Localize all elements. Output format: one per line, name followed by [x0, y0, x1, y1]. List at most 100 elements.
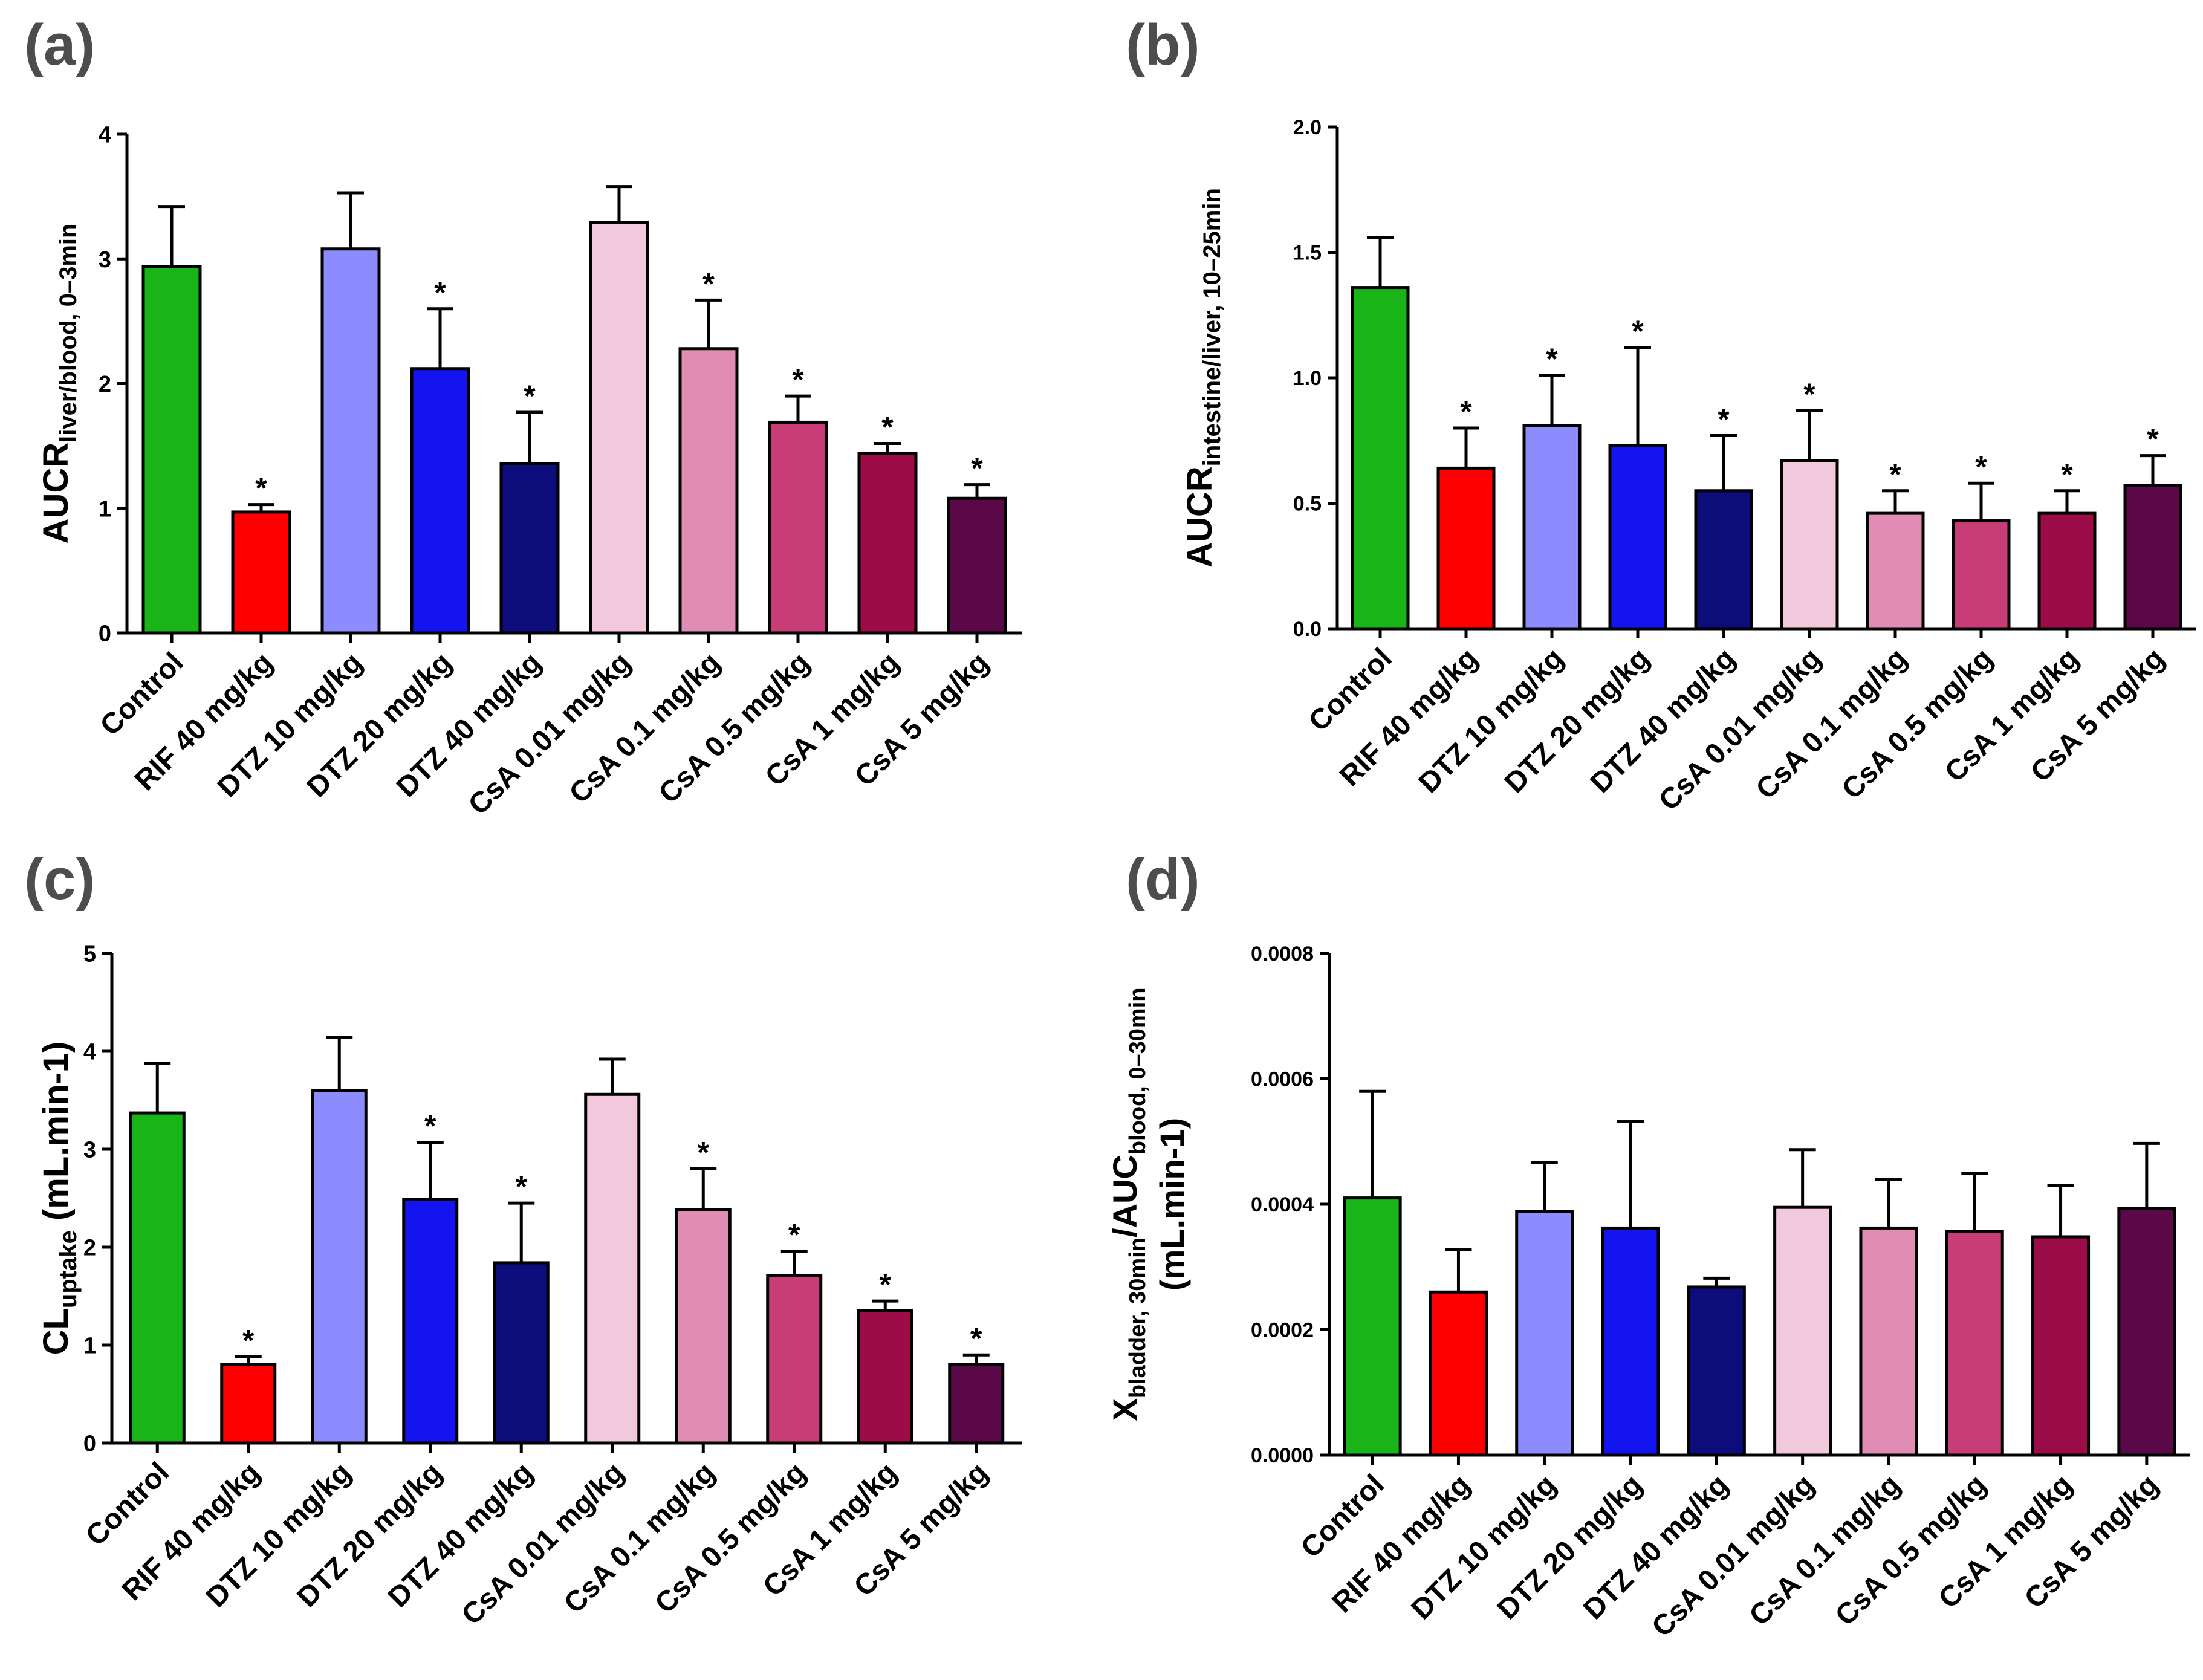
bar	[1343, 1196, 1402, 1457]
bar	[1608, 444, 1667, 631]
significance-marker: *	[1718, 402, 1730, 436]
bar	[231, 510, 291, 635]
y-axis-title-subscript: uptake	[55, 1230, 82, 1308]
y-tick-label: 1.0	[1293, 367, 1322, 390]
bar	[129, 1111, 186, 1445]
x-tick-label: DTZ 20 mg/kg	[1499, 642, 1656, 799]
significance-marker: *	[524, 379, 536, 413]
y-tick-label: 5	[83, 942, 96, 967]
significance-marker: *	[434, 276, 446, 310]
y-axis-title-main: AUCR	[36, 443, 76, 544]
y-tick-label: 0.0006	[1251, 1068, 1314, 1091]
bar	[857, 1309, 913, 1445]
significance-marker: *	[1632, 314, 1644, 348]
bar	[584, 1092, 641, 1445]
panel-letter: (d)	[1126, 847, 1200, 912]
bar	[311, 1089, 368, 1445]
significance-marker: *	[971, 452, 983, 485]
x-tick-label: CsA 0.5 mg/kg	[653, 646, 816, 809]
significance-marker: *	[255, 472, 267, 505]
bar	[1859, 1226, 1918, 1457]
x-tick-label: DTZ 20 mg/kg	[1491, 1468, 1649, 1626]
y-axis-title: AUCRintestine/liver, 10–25min	[1180, 188, 1225, 568]
bar-chart-d: 0.00000.00020.00040.00060.0008ControlRIF…	[1106, 942, 2190, 1643]
bar	[141, 265, 202, 635]
bar	[768, 420, 828, 635]
significance-marker: *	[1975, 450, 1987, 484]
bar	[1687, 1285, 1746, 1457]
y-tick-label: 1.5	[1293, 242, 1322, 265]
bar	[1773, 1205, 1832, 1457]
significance-marker: *	[1889, 458, 1901, 491]
y-axis-title: AUCRliver/blood, 0–3min	[36, 224, 82, 544]
y-axis-title-subscript-2: blood, 0–30min	[1125, 988, 1150, 1155]
bar	[947, 496, 1007, 635]
bar	[1601, 1226, 1660, 1457]
y-tick-label: 0	[83, 1432, 96, 1457]
y-tick-label: 0.0	[1293, 618, 1322, 641]
significance-marker: *	[881, 410, 894, 444]
significance-marker: *	[1546, 342, 1558, 376]
significance-marker: *	[424, 1109, 436, 1143]
x-tick-label: DTZ 40 mg/kg	[1585, 642, 1742, 799]
y-axis-title-subscript: intestine/liver, 10–25min	[1199, 188, 1225, 466]
y-axis-title: Xbladder, 30min/AUCblood, 0–30min	[1106, 988, 1150, 1421]
significance-marker: *	[516, 1170, 528, 1204]
y-tick-label: 0.0004	[1251, 1193, 1314, 1216]
x-tick-label: CsA 0.01 mg/kg	[456, 1456, 631, 1631]
bar	[766, 1274, 823, 1445]
panel-letter: (c)	[24, 847, 96, 912]
significance-marker: *	[970, 1322, 982, 1355]
bar	[2037, 511, 2097, 631]
bar	[1952, 519, 2011, 631]
bar	[675, 1208, 732, 1445]
panel-d: (d) 0.0000 0.0002 0.0004 0.0006 0.0008 Contro…	[1102, 834, 2203, 1680]
bar	[2117, 1207, 2176, 1457]
significance-marker: *	[788, 1218, 800, 1251]
y-axis-title-subscript: bladder, 30min	[1125, 1237, 1150, 1398]
bar	[857, 452, 918, 635]
x-tick-label: CsA 0.1 mg/kg	[1744, 1468, 1907, 1632]
x-tick-label: DTZ 40 mg/kg	[1577, 1468, 1734, 1626]
significance-marker: *	[2147, 423, 2159, 456]
y-tick-label: 0.0008	[1251, 942, 1314, 965]
significance-marker: *	[792, 363, 804, 397]
x-tick-label: CsA 0.1 mg/kg	[1750, 642, 1913, 805]
y-axis-title-units: (mL.min-1)	[36, 1042, 76, 1231]
significance-marker: *	[1460, 395, 1472, 429]
y-tick-label: 1	[99, 496, 111, 522]
bar	[589, 221, 649, 635]
bar	[1522, 424, 1582, 631]
bar	[1866, 511, 1925, 631]
y-axis-title-main: AUCR	[1180, 466, 1219, 568]
y-axis-title-main: X	[1106, 1398, 1144, 1421]
significance-marker: *	[1803, 377, 1815, 411]
significance-marker: *	[880, 1268, 892, 1302]
bar	[320, 247, 381, 635]
x-tick-label: DTZ 10 mg/kg	[1413, 642, 1570, 799]
y-axis-title-mid: /AUC	[1106, 1155, 1144, 1237]
x-tick-label: CsA 0.5 mg/kg	[1829, 1468, 1993, 1632]
y-tick-label: 1	[83, 1334, 96, 1359]
y-tick-label: 0	[99, 621, 111, 647]
x-tick-label: Control	[80, 1456, 175, 1552]
significance-marker: *	[702, 267, 715, 300]
bar	[1780, 459, 1839, 631]
y-axis-title: CLuptake (mL.min-1)	[36, 1042, 82, 1355]
y-tick-label: 4	[83, 1040, 96, 1065]
x-tick-label: DTZ 10 mg/kg	[1406, 1468, 1563, 1626]
bar	[499, 462, 560, 635]
y-axis-title-main: CL	[36, 1308, 76, 1355]
panel-b: (b) 0.0 0.5 1.0 1.5 2.0 Control * RIF 40 mg/kg *…	[1102, 0, 2203, 834]
significance-marker: *	[698, 1135, 710, 1169]
y-tick-label: 0.0000	[1251, 1444, 1314, 1467]
y-tick-label: 3	[99, 247, 111, 273]
bar	[1436, 466, 1496, 631]
bar	[410, 367, 470, 635]
y-axis-title-line2: (mL.min-1)	[1153, 1118, 1191, 1291]
y-tick-label: 0.5	[1293, 493, 1322, 516]
x-tick-label: CsA 0.01 mg/kg	[462, 646, 637, 821]
